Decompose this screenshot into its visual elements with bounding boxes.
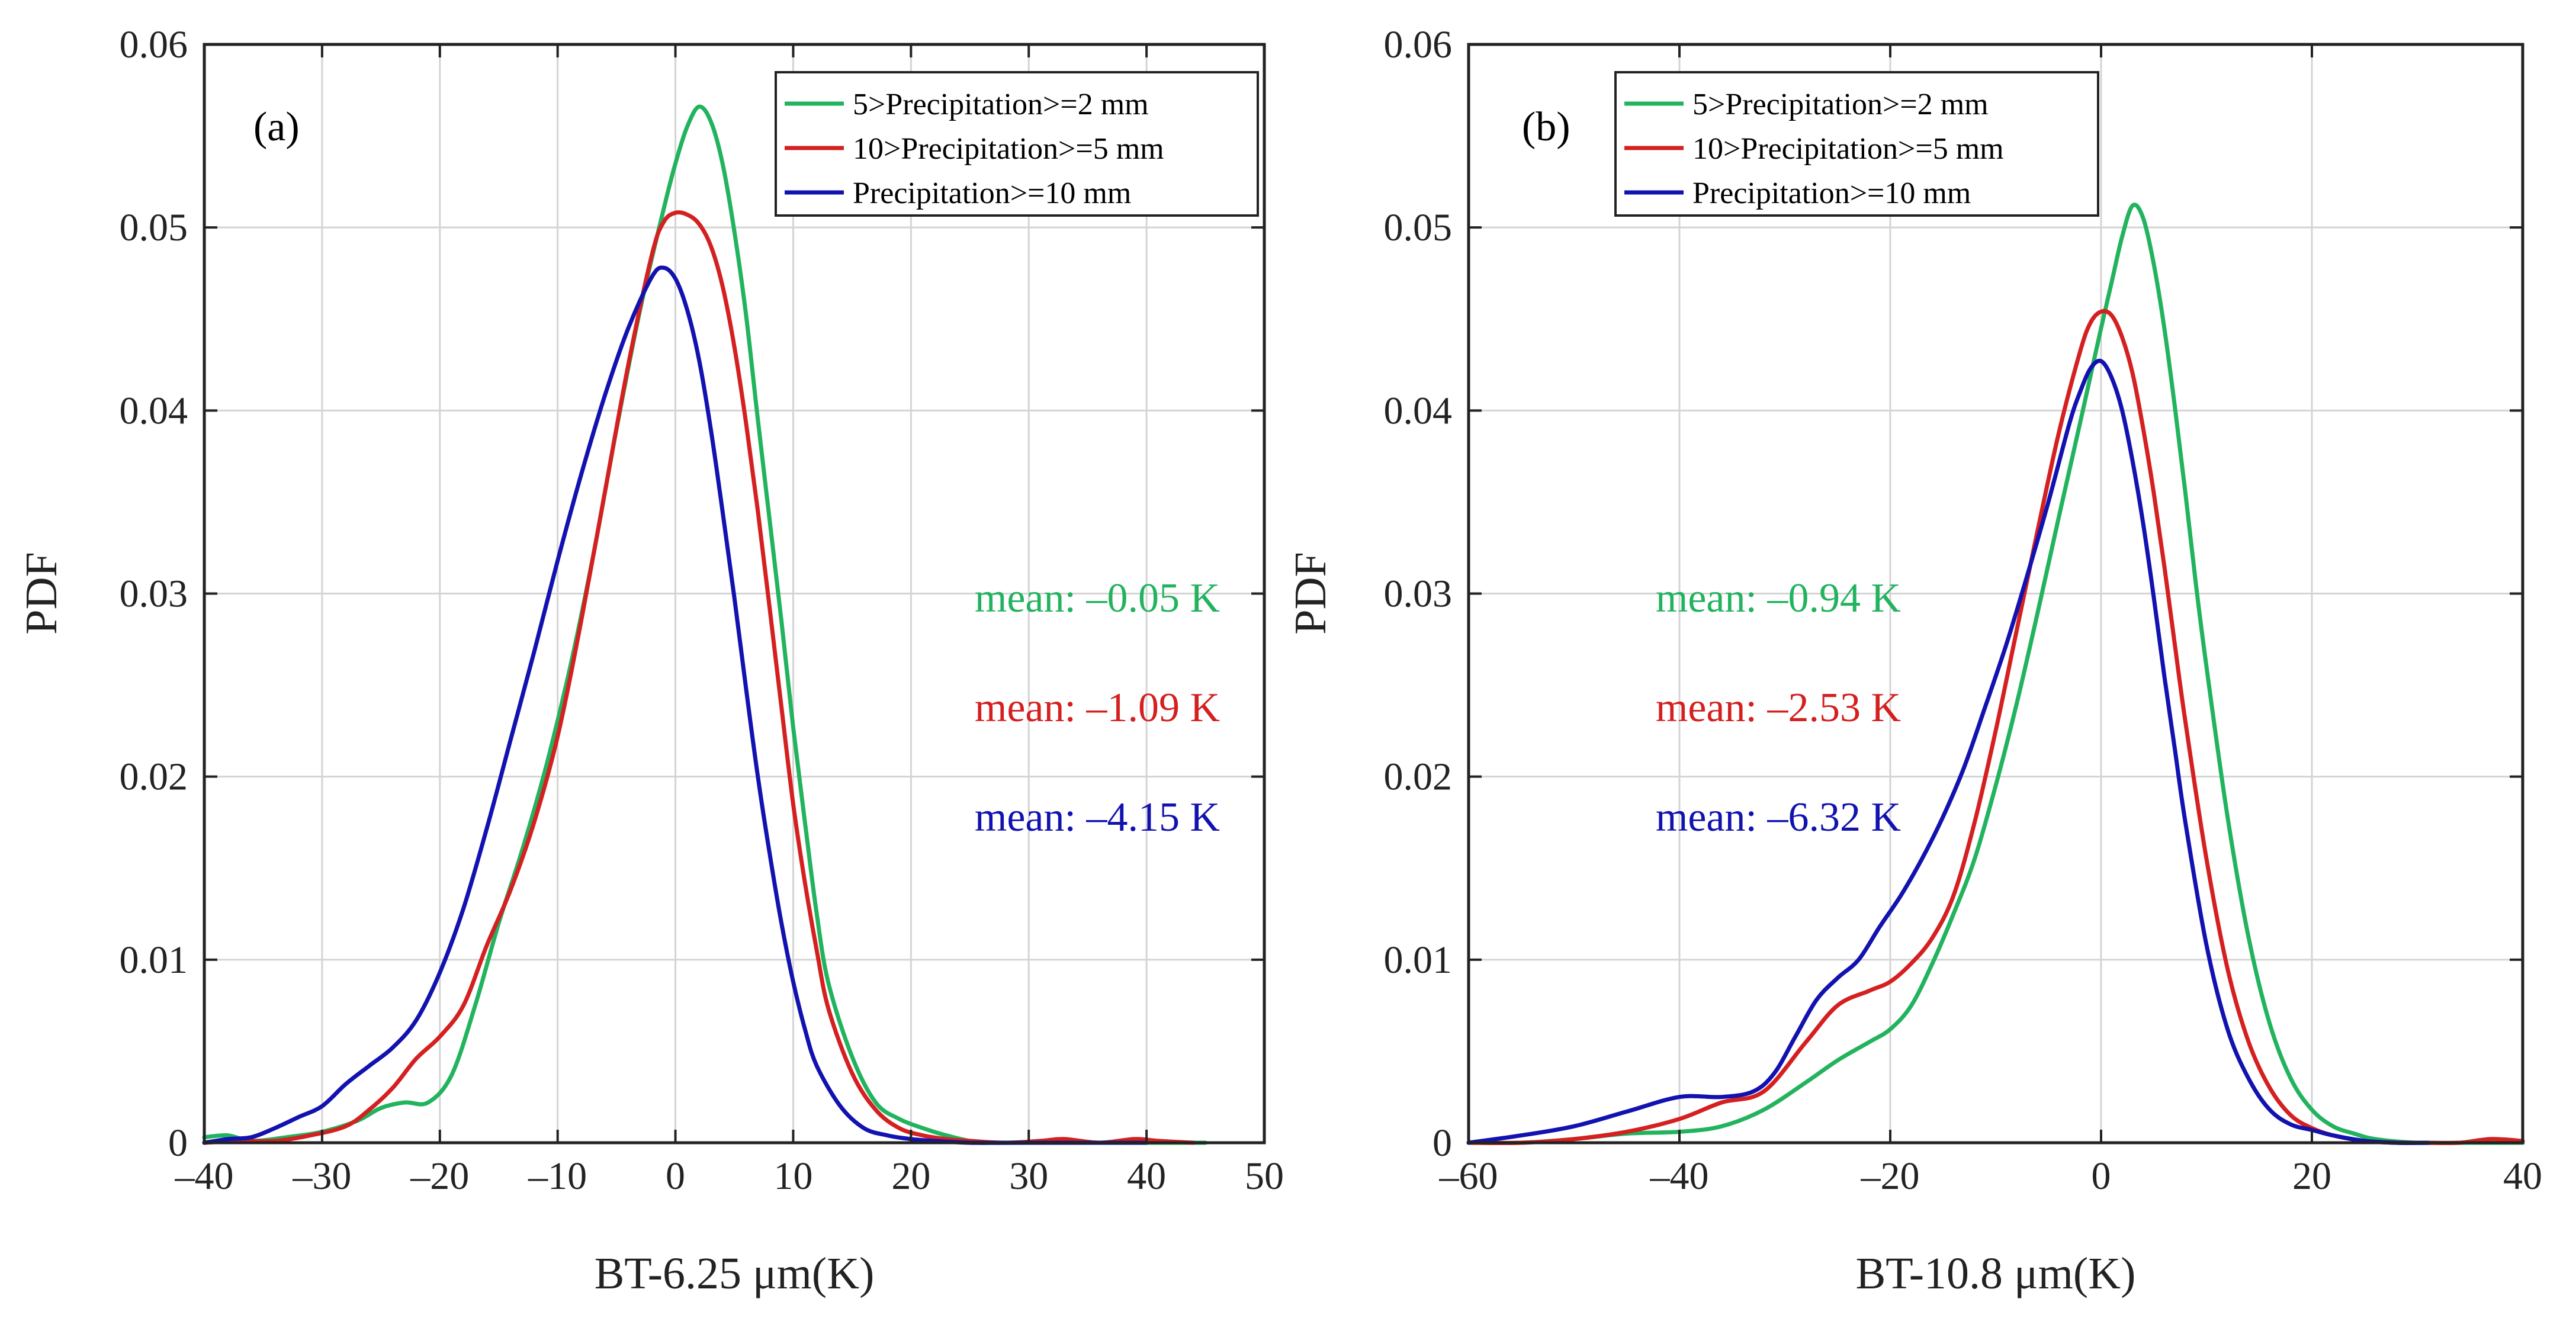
panel-a-legend-box: [775, 71, 1259, 217]
panel-a-series-red-line: [202, 210, 1196, 1145]
panel-b-ytick-label: 0.04: [1384, 389, 1453, 432]
panel-b-legend-box: [1614, 71, 2099, 217]
panel-a-xtick-label: 50: [1245, 1155, 1284, 1198]
panel-b-series: [1466, 202, 2525, 1145]
panel-a-tag: (a): [253, 104, 300, 150]
panel-b-ytick-labels: 0 0.01 0.02 0.03 0.04 0.05 0.06: [1384, 23, 1453, 1165]
panel-b-legend: 5>Precipitation>=2 mm 10>Precipitation>=…: [1614, 71, 2099, 217]
panel-b-xtick-label: 20: [2292, 1155, 2331, 1198]
panel-b: –60 –40 –20 0 20 40 0 0.01 0.02 0.03 0.04 0.05 0.06…: [1286, 23, 2542, 1298]
panel-a-ytick-label: 0: [168, 1121, 188, 1165]
panel-a-series-blue-line: [202, 265, 1149, 1145]
panel-a-xtick-label: –40: [175, 1155, 234, 1198]
panel-a-xtick-label: –10: [528, 1155, 587, 1198]
panel-b-series-red-line: [1466, 308, 2525, 1145]
panel-a-ytick-label: 0.02: [120, 756, 188, 799]
panel-a-ytick-label: 0.01: [120, 938, 188, 982]
panel-a-xtick-label: 30: [1009, 1155, 1048, 1198]
panel-a-legend-label-green: 5>Precipitation>=2 mm: [853, 88, 1149, 121]
panel-a-ytick-label: 0.05: [120, 206, 188, 249]
panel-a-series-green-line: [202, 104, 1208, 1145]
panel-b-ytick-label: 0: [1432, 1121, 1452, 1165]
panel-b-series-green-line: [1466, 202, 2525, 1145]
panel-b-xtick-label: –20: [1861, 1155, 1920, 1198]
panel-b-x-axis-label: BT-10.8 μm(K): [1856, 1249, 2136, 1298]
panel-a-mean-red: mean: –1.09 K: [975, 685, 1220, 731]
panel-a-xtick-label: 0: [666, 1155, 685, 1198]
panel-b-tag: (b): [1522, 104, 1570, 150]
panel-a-ytick-label: 0.06: [120, 23, 188, 66]
panel-a-xtick-label: 40: [1127, 1155, 1166, 1198]
panel-a-ticks: [203, 43, 1265, 1144]
panel-b-xtick-label: 40: [2503, 1155, 2542, 1198]
panel-a-series: [202, 104, 1208, 1145]
panel-b-xtick-label: –60: [1439, 1155, 1498, 1198]
panel-b-mean-blue: mean: –6.32 K: [1656, 795, 1901, 840]
panel-b-ytick-label: 0.02: [1384, 756, 1453, 799]
panel-b-grid: [1469, 44, 2523, 1143]
panel-a-legend-label-blue: Precipitation>=10 mm: [853, 176, 1131, 210]
panel-b-xtick-label: –40: [1650, 1155, 1709, 1198]
panel-b-legend-label-green: 5>Precipitation>=2 mm: [1692, 88, 1989, 121]
panel-b-y-axis-label: PDF: [1286, 552, 1335, 634]
panel-b-ytick-label: 0.03: [1384, 573, 1453, 616]
panel-a-x-axis-label: BT-6.25 μm(K): [595, 1249, 875, 1298]
panel-b-series-blue-line: [1466, 358, 2430, 1145]
panel-a-xtick-label: –20: [410, 1155, 469, 1198]
panel-b-ticks: [1467, 43, 2524, 1144]
panel-a-xtick-labels: –40 –30 –20 –10 0 10 20 30 40 50: [175, 1155, 1284, 1198]
panel-b-mean-green: mean: –0.94 K: [1656, 576, 1901, 621]
panel-a-ytick-label: 0.03: [120, 573, 188, 616]
panel-b-legend-label-blue: Precipitation>=10 mm: [1692, 176, 1971, 210]
panel-a: –40 –30 –20 –10 0 10 20 30 40 50 0 0.01 0.02 0.03 0.0…: [17, 23, 1284, 1298]
panel-b-ytick-label: 0.01: [1384, 938, 1453, 982]
panel-a-mean-blue: mean: –4.15 K: [975, 795, 1220, 840]
panel-b-legend-label-red: 10>Precipitation>=5 mm: [1692, 132, 2004, 166]
panel-b-xtick-labels: –60 –40 –20 0 20 40: [1439, 1155, 2543, 1198]
panel-a-legend-label-red: 10>Precipitation>=5 mm: [853, 132, 1164, 166]
panel-b-ytick-label: 0.06: [1384, 23, 1453, 66]
panel-a-y-axis-label: PDF: [17, 552, 66, 634]
panel-b-mean-red: mean: –2.53 K: [1656, 685, 1901, 731]
panel-b-xtick-label: 0: [2092, 1155, 2111, 1198]
panel-a-ytick-labels: 0 0.01 0.02 0.03 0.04 0.05 0.06: [120, 23, 188, 1165]
panel-a-xtick-label: 10: [773, 1155, 812, 1198]
panel-a-xtick-label: 20: [891, 1155, 930, 1198]
panel-b-ytick-label: 0.05: [1384, 206, 1453, 249]
panel-a-legend: 5>Precipitation>=2 mm 10>Precipitation>=…: [775, 71, 1259, 217]
panel-a-xtick-label: –30: [292, 1155, 351, 1198]
panel-a-ytick-label: 0.04: [120, 389, 188, 432]
panel-a-mean-green: mean: –0.05 K: [975, 576, 1220, 621]
